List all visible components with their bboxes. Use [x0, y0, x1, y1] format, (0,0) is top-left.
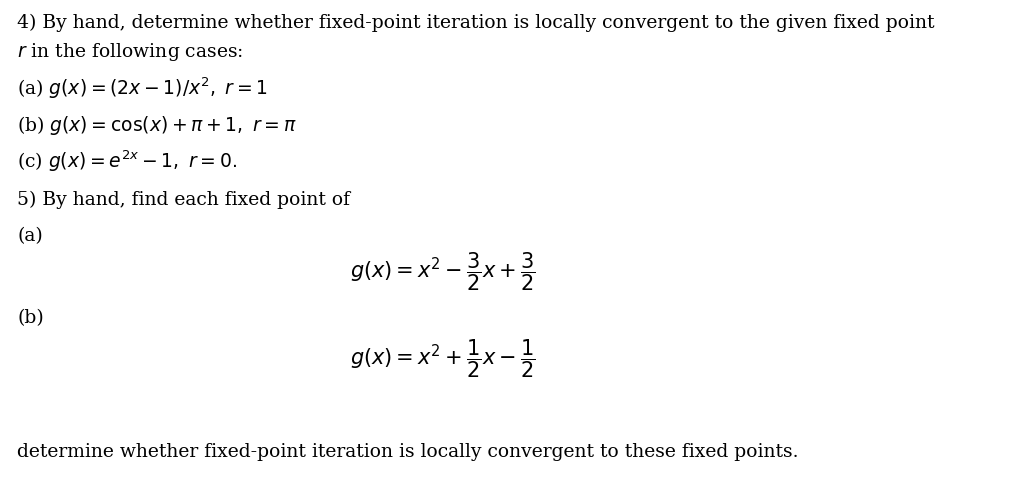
Text: determine whether fixed-point iteration is locally convergent to these fixed poi: determine whether fixed-point iteration … [17, 443, 799, 461]
Text: 5) By hand, find each fixed point of: 5) By hand, find each fixed point of [17, 191, 350, 209]
Text: (c) $g(x) = e^{2x} - 1,\ r = 0.$: (c) $g(x) = e^{2x} - 1,\ r = 0.$ [17, 149, 238, 174]
Text: (b) $g(x) = \cos(x) + \pi + 1,\ r = \pi$: (b) $g(x) = \cos(x) + \pi + 1,\ r = \pi$ [17, 114, 297, 136]
Text: (a): (a) [17, 227, 43, 245]
Text: $g(x) = x^2 + \dfrac{1}{2}x - \dfrac{1}{2}$: $g(x) = x^2 + \dfrac{1}{2}x - \dfrac{1}{… [350, 337, 536, 380]
Text: (b): (b) [17, 308, 44, 327]
Text: (a) $g(x) = (2x-1)/x^2,\ r = 1$: (a) $g(x) = (2x-1)/x^2,\ r = 1$ [17, 76, 268, 101]
Text: $g(x) = x^2 - \dfrac{3}{2}x + \dfrac{3}{2}$: $g(x) = x^2 - \dfrac{3}{2}x + \dfrac{3}{… [350, 251, 536, 294]
Text: 4) By hand, determine whether fixed-point iteration is locally convergent to the: 4) By hand, determine whether fixed-poin… [17, 14, 935, 32]
Text: $r$ in the following cases:: $r$ in the following cases: [17, 40, 244, 63]
